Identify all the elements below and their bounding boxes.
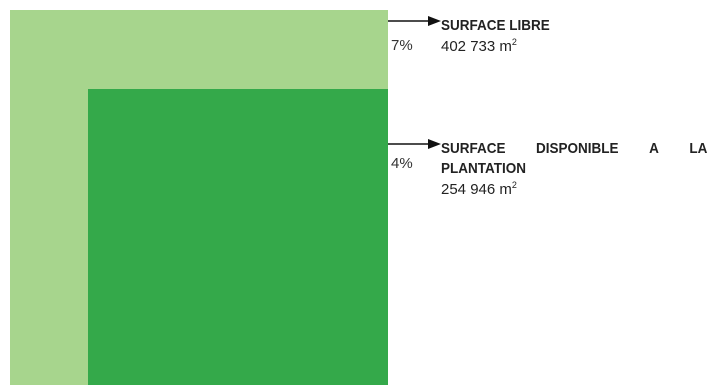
plantable-surface-percent: 4% <box>391 155 413 172</box>
plantable-surface-label: SURFACE DISPONIBLE A LA PLANTATION 254 9… <box>441 139 707 200</box>
value-exponent: 2 <box>511 180 517 190</box>
title-word: LA <box>689 140 708 157</box>
free-surface-value: 402 733 m2 <box>441 37 701 57</box>
plantable-surface-arrow <box>388 138 443 150</box>
free-surface-title: SURFACE LIBRE <box>441 16 675 36</box>
value-text: 254 946 m <box>441 181 512 198</box>
plantable-surface-value: 254 946 m2 <box>441 180 707 200</box>
free-surface-arrow <box>388 15 443 27</box>
title-word: DISPONIBLE <box>536 140 619 157</box>
value-exponent: 2 <box>511 37 517 47</box>
free-surface-label: SURFACE LIBRE 402 733 m2 <box>441 16 701 57</box>
plantable-surface-title-line2: PLANTATION <box>441 160 526 177</box>
title-word: SURFACE <box>441 140 506 157</box>
title-word: LIBRE <box>509 17 550 34</box>
title-word: A <box>649 140 659 157</box>
plantable-surface-title-line1: SURFACE DISPONIBLE A LA <box>441 139 707 159</box>
value-text: 402 733 m <box>441 38 512 55</box>
title-word: SURFACE <box>441 17 506 34</box>
plantable-surface-square <box>88 89 388 385</box>
free-surface-percent: 7% <box>391 37 413 54</box>
